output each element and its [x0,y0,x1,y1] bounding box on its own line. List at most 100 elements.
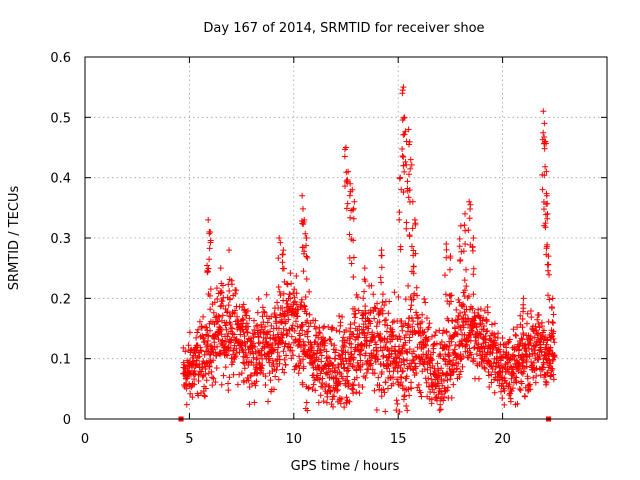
data-points [178,84,558,422]
data-point [270,347,277,354]
data-point [233,345,240,352]
data-point [401,361,408,368]
data-point [279,251,286,258]
data-point [440,397,447,404]
data-point [188,364,195,371]
data-point [457,326,464,333]
data-point [299,381,306,388]
data-point [293,301,300,308]
data-point [362,278,369,285]
data-point [510,326,517,333]
data-point [433,340,440,347]
data-point [535,311,542,318]
data-point [337,400,344,407]
data-point [362,310,369,317]
data-point [195,377,202,384]
data-point [545,267,552,274]
data-point [463,266,470,273]
data-point [378,369,385,376]
data-point [362,350,369,357]
data-point [334,386,341,393]
data-point [536,353,543,360]
data-point [400,153,407,160]
data-point [220,372,227,379]
data-point [205,370,212,377]
data-point [352,314,359,321]
data-point [451,346,458,353]
data-point [421,295,428,302]
data-point [326,335,333,342]
data-point [236,371,243,378]
data-point [191,381,198,388]
data-point [273,314,280,321]
data-point [445,347,452,354]
data-point [401,168,408,175]
grid-lines [85,57,607,419]
data-point [212,379,219,386]
data-point [410,356,417,363]
data-point [466,198,473,205]
data-point [481,307,488,314]
data-point [393,397,400,404]
data-point [413,370,420,377]
data-point [489,365,496,372]
data-point [306,311,313,318]
data-point [548,305,555,312]
data-point [287,344,294,351]
data-point [247,335,254,342]
data-point [454,352,461,359]
data-point [241,365,248,372]
data-point [181,361,188,368]
data-point [206,292,213,299]
data-point [472,320,479,327]
data-point [434,360,441,367]
data-point [262,373,269,380]
data-point [332,355,339,362]
data-point [543,168,550,175]
data-point [478,331,485,338]
data-point [317,392,324,399]
data-point [226,312,233,319]
data-point [279,334,286,341]
data-point [480,314,487,321]
data-point [527,307,534,314]
data-point [412,250,419,257]
data-point [309,386,316,393]
data-point [305,323,312,330]
data-point [408,379,415,386]
data-point [196,318,203,325]
data-point [359,361,366,368]
data-point [393,407,400,414]
data-point [519,316,526,322]
data-point [396,381,403,388]
data-point [254,322,261,329]
data-point [318,352,325,359]
data-point [197,368,204,375]
data-point [372,305,379,312]
data-point [400,357,407,364]
data-point [397,374,404,381]
data-point [541,134,548,141]
data-point [362,303,369,310]
data-point [517,387,524,394]
data-point [348,260,355,267]
x-tick-label: 20 [494,432,511,447]
data-point [358,346,365,353]
data-point [321,323,328,330]
data-point [229,325,236,332]
data-point [389,336,396,343]
data-point [298,296,305,303]
data-point [410,318,417,325]
data-point [218,280,225,287]
data-point [499,380,506,387]
data-point [408,385,415,392]
data-point [303,276,310,283]
data-point [245,362,252,369]
data-point [306,288,313,295]
data-point [398,323,405,330]
data-point [209,374,216,381]
data-point [432,328,439,335]
data-point [299,244,306,251]
data-point [501,401,508,408]
data-point [427,370,434,377]
